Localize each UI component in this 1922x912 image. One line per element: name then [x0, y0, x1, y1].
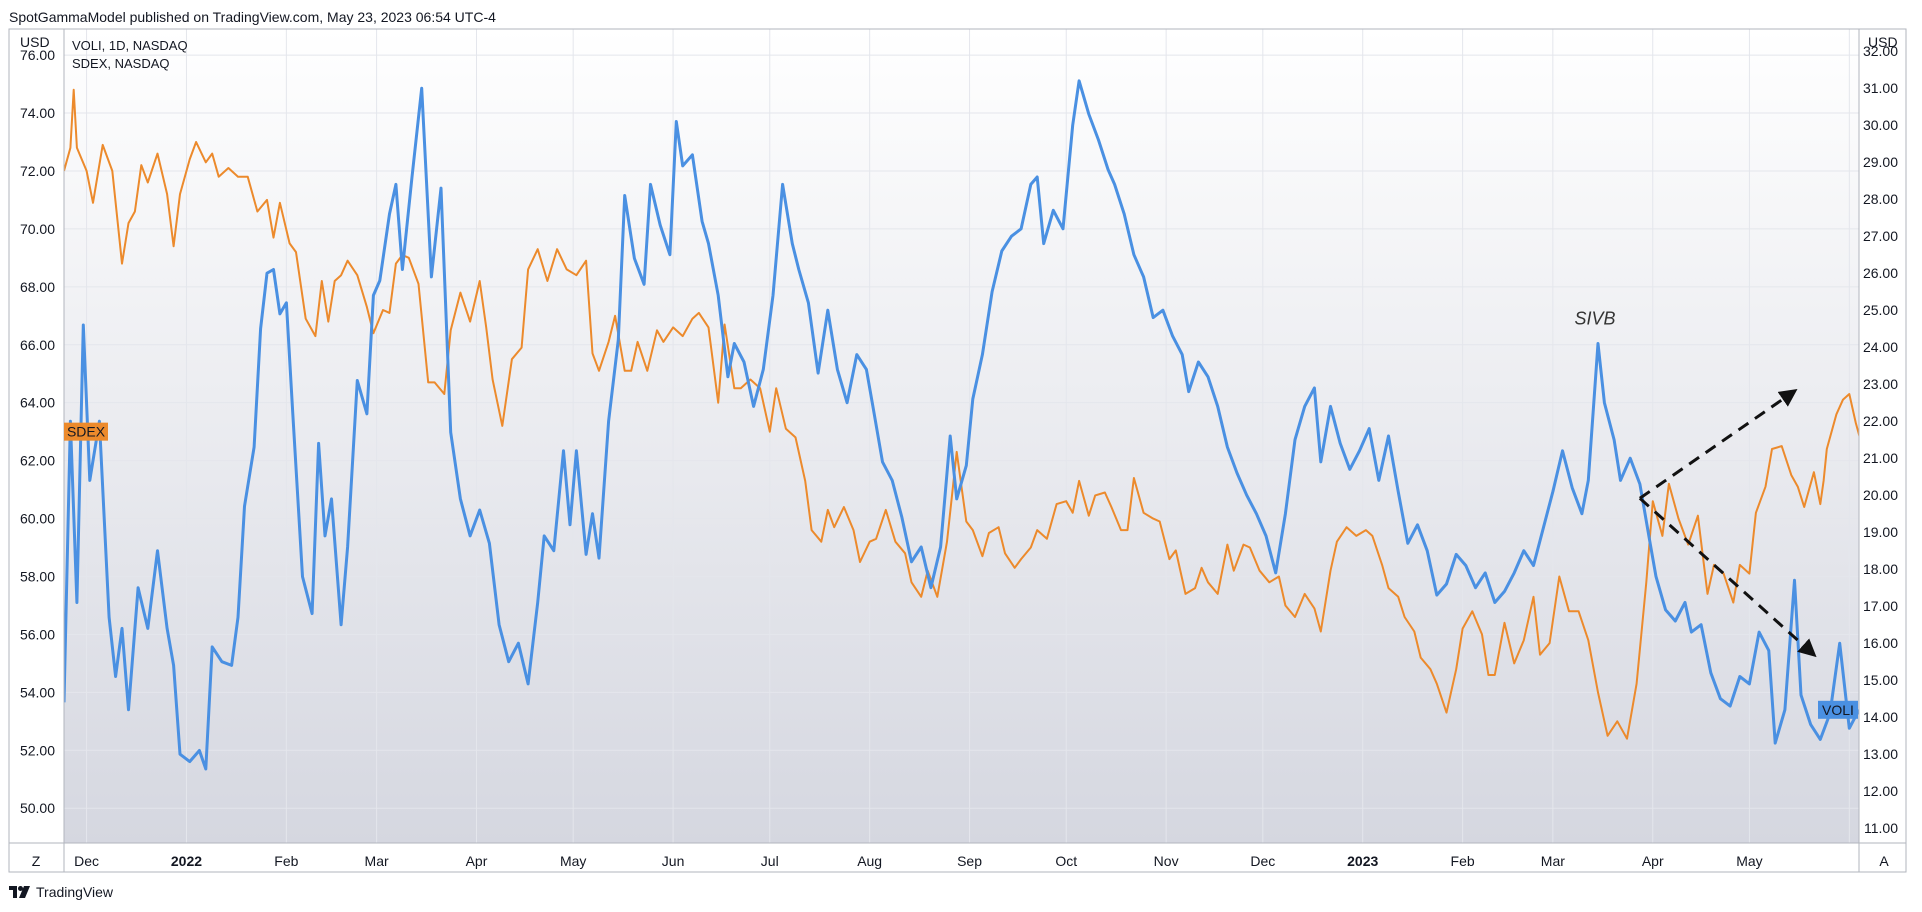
price-tag-voli-label: VOLI	[1822, 702, 1854, 718]
right-axis-tick-label: 26.00	[1863, 265, 1898, 281]
right-axis-tick-label: 20.00	[1863, 487, 1898, 503]
x-axis-tick-label: 2022	[171, 853, 202, 869]
left-axis-tick-label: 76.00	[20, 47, 55, 63]
right-axis-tick-label: 28.00	[1863, 191, 1898, 207]
x-axis-tick-label: Dec	[1250, 853, 1275, 869]
publication-header: SpotGammaModel published on TradingView.…	[9, 9, 496, 25]
x-axis-tick-label: May	[1736, 853, 1762, 869]
right-axis-tick-label: 15.00	[1863, 672, 1898, 688]
x-axis-tick-label: Mar	[365, 853, 389, 869]
price-tag-sdex-label: SDEX	[67, 424, 106, 440]
left-axis-tick-label: 68.00	[20, 279, 55, 295]
annotation-layer: SIVB	[1574, 308, 1817, 658]
right-axis-tick-label: 24.00	[1863, 339, 1898, 355]
series-line-voli	[62, 79, 1861, 771]
right-axis-tick-label: 23.00	[1863, 376, 1898, 392]
chart-border	[8, 28, 1907, 873]
x-axis-tick-label: Jul	[761, 853, 779, 869]
left-axis-panel	[0, 29, 64, 843]
auto-scale-left-button[interactable]: Z	[32, 853, 41, 869]
left-axis-tick-label: 74.00	[20, 105, 55, 121]
left-axis-tick-label: 50.00	[20, 800, 55, 816]
right-axis-panel	[1859, 29, 1906, 843]
axes-layer: USD USD76.0074.0072.0070.0068.0066.0064.0…	[0, 28, 1907, 873]
left-axis-tick-label: 54.00	[20, 684, 55, 700]
x-axis-tick-label: Feb	[1451, 853, 1475, 869]
left-axis-tick-label: 62.00	[20, 453, 55, 469]
right-axis-tick-label: 25.00	[1863, 302, 1898, 318]
x-axis-tick-label: Feb	[274, 853, 298, 869]
right-axis-tick-label: 16.00	[1863, 635, 1898, 651]
left-axis-tick-label: 66.00	[20, 337, 55, 353]
right-axis-tick-label: 27.00	[1863, 228, 1898, 244]
right-axis-tick-label: 21.00	[1863, 450, 1898, 466]
right-axis-tick-label: 11.00	[1864, 820, 1898, 836]
left-axis-tick-label: 72.00	[20, 163, 55, 179]
x-axis-tick-label: Jun	[662, 853, 685, 869]
plot-background	[64, 29, 1859, 843]
price-tag-sdex	[64, 422, 108, 441]
series-layer	[62, 79, 1870, 771]
time-axis-panel	[65, 844, 1858, 871]
x-axis-tick-label: Dec	[74, 853, 99, 869]
tradingview-brand-text: TradingView	[36, 884, 114, 900]
left-axis-tick-label: 70.00	[20, 221, 55, 237]
legend-entry[interactable]: SDEX, NASDAQ	[72, 56, 170, 71]
left-axis-tick-label: 52.00	[20, 742, 55, 758]
left-axis-unit: USD	[20, 34, 50, 50]
x-axis-tick-label: Apr	[466, 853, 488, 869]
x-axis-tick-label: 2023	[1347, 853, 1378, 869]
right-axis-tick-label: 18.00	[1863, 561, 1898, 577]
x-axis-tick-label: Apr	[1642, 853, 1664, 869]
trend-arrow-up	[1639, 389, 1798, 500]
right-axis-tick-label: 13.00	[1863, 746, 1898, 762]
x-axis-tick-label: Aug	[857, 853, 882, 869]
right-axis-tick-label: 19.00	[1863, 524, 1898, 540]
legend-entry[interactable]: VOLI, 1D, NASDAQ	[72, 38, 188, 53]
right-axis-tick-label: 31.00	[1863, 80, 1898, 96]
right-axis-tick-label: 29.00	[1863, 154, 1898, 170]
left-axis-tick-label: 60.00	[20, 511, 55, 527]
x-axis-tick-label: Mar	[1541, 853, 1565, 869]
right-axis-tick-label: 14.00	[1863, 709, 1898, 725]
left-axis-tick-label: 58.00	[20, 568, 55, 584]
right-axis-tick-label: 12.00	[1863, 783, 1898, 799]
x-axis-tick-label: May	[560, 853, 586, 869]
left-axis-tick-label: 56.00	[20, 626, 55, 642]
right-axis-tick-label: 30.00	[1863, 117, 1898, 133]
right-axis-tick-label: 32.00	[1863, 43, 1898, 59]
footer-logo[interactable]: TradingView	[9, 884, 113, 900]
auto-scale-right-button[interactable]: A	[1879, 853, 1889, 869]
x-axis-tick-label: Nov	[1154, 853, 1179, 869]
right-axis-unit: USD	[1868, 34, 1898, 50]
tradingview-logo-icon	[9, 886, 30, 898]
x-axis-tick-label: Sep	[957, 853, 982, 869]
right-axis-tick-label: 22.00	[1863, 413, 1898, 429]
annotation-sivb: SIVB	[1574, 308, 1615, 328]
left-axis-tick-label: 64.00	[20, 395, 55, 411]
price-tag-voli	[1818, 700, 1858, 719]
right-axis-tick-label: 17.00	[1863, 598, 1898, 614]
x-axis-tick-label: Oct	[1055, 853, 1077, 869]
